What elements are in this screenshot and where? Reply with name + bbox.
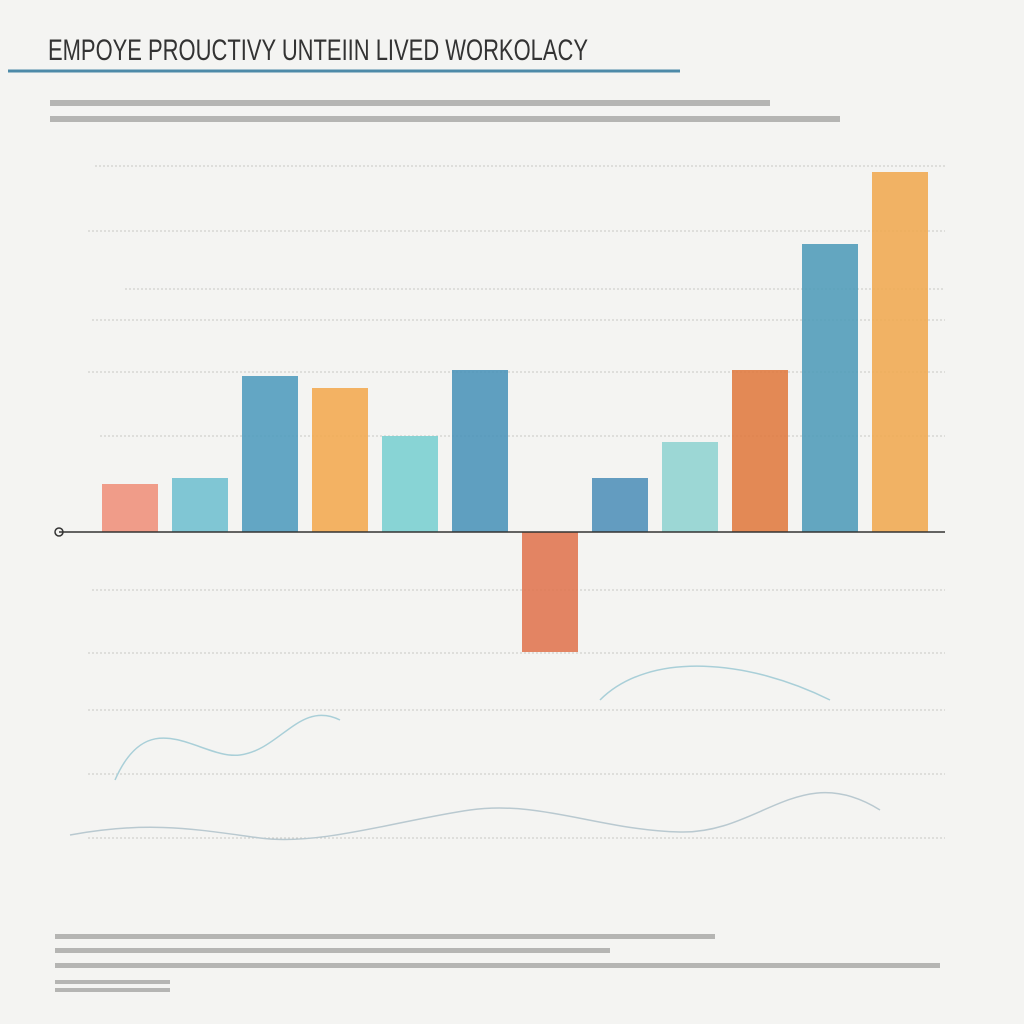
decorative-curve bbox=[69, 791, 881, 841]
bar bbox=[732, 370, 788, 532]
bar bbox=[592, 478, 648, 532]
chart-title: EMPOYE PROUCTIVY UNTEIIN LIVED WORKOLACY bbox=[48, 34, 588, 67]
decorative-curve bbox=[114, 665, 831, 781]
bars bbox=[102, 172, 928, 652]
illegible-text bbox=[50, 100, 940, 992]
bar bbox=[382, 436, 438, 532]
bar bbox=[242, 376, 298, 532]
bar bbox=[172, 478, 228, 532]
bar bbox=[662, 442, 718, 532]
bar bbox=[452, 370, 508, 532]
bar bbox=[802, 244, 858, 532]
bar bbox=[522, 532, 578, 652]
bar bbox=[872, 172, 928, 532]
bar bbox=[102, 484, 158, 532]
bar bbox=[312, 388, 368, 532]
